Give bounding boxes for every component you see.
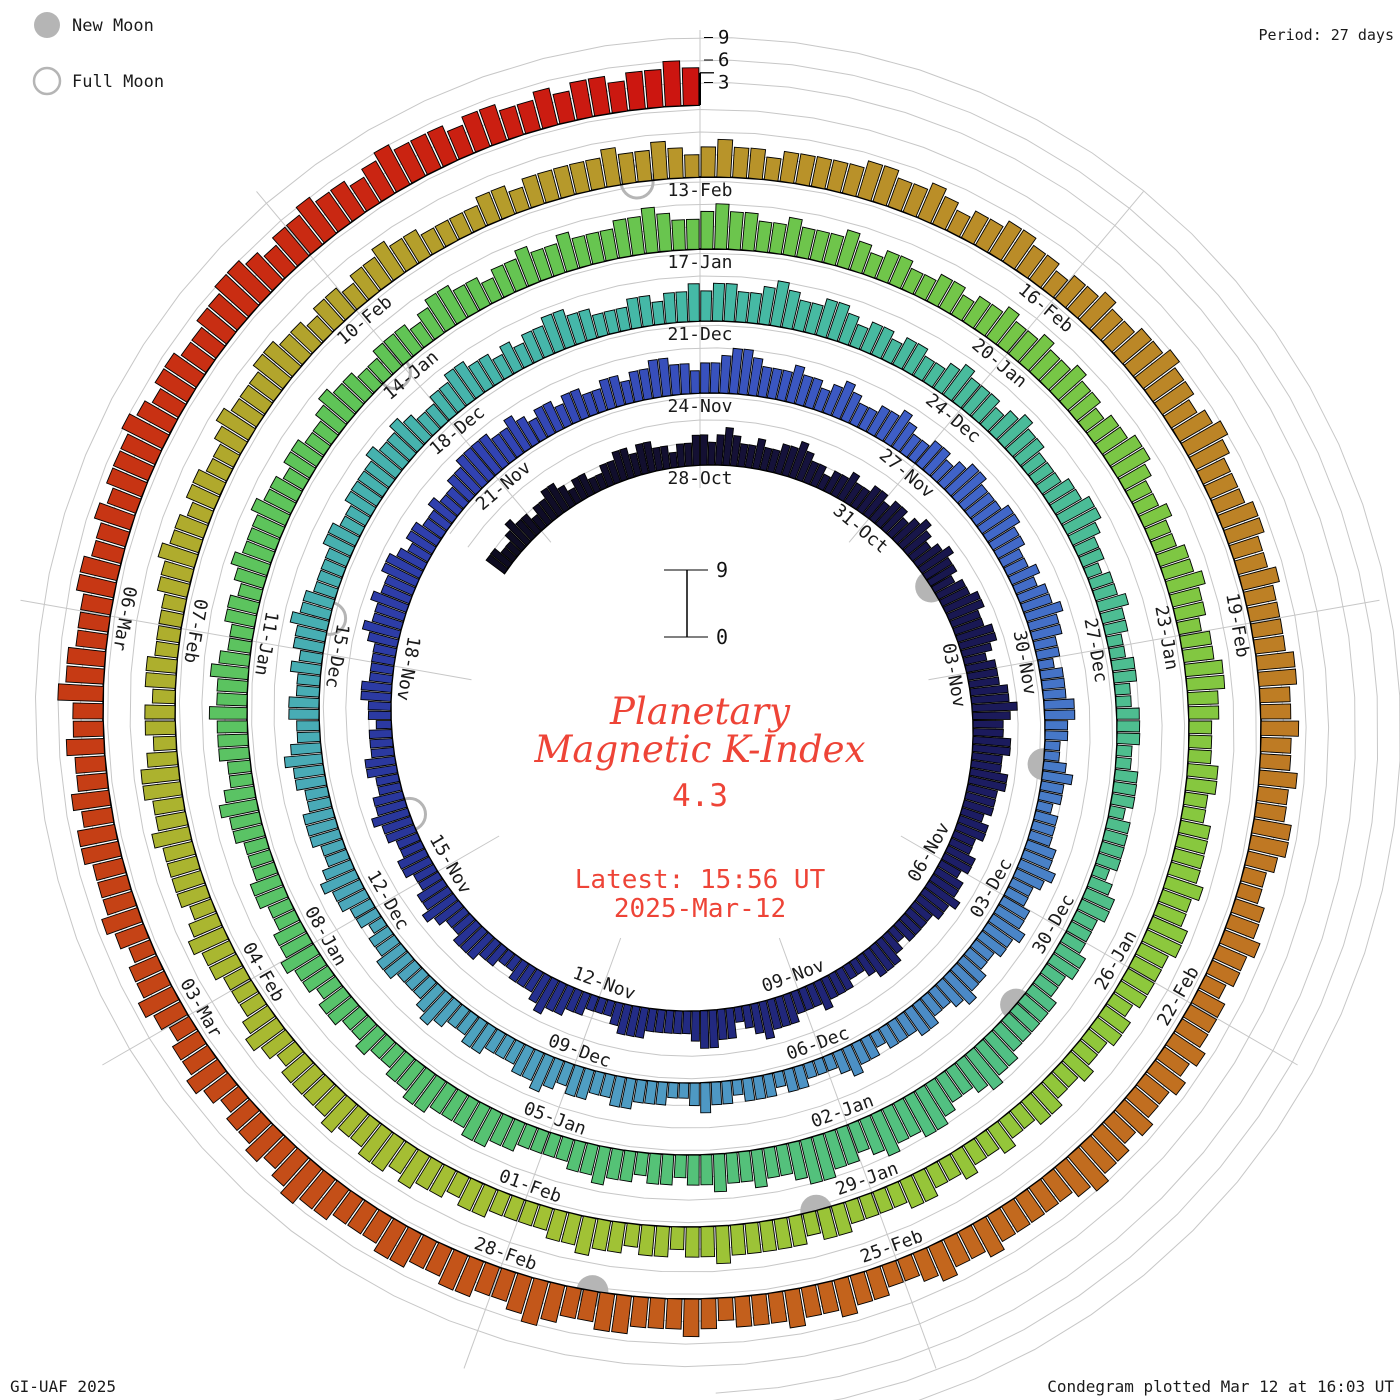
radial-spoke	[102, 835, 500, 1066]
latest-time-label: Latest: 15:56 UT	[575, 865, 826, 895]
k-scale-tick-label: 6	[718, 49, 729, 71]
ring-date-label: 17-Jan	[667, 252, 732, 273]
k-scale-tick-label: 3	[718, 72, 729, 94]
outer-k-scale: 369	[699, 27, 729, 105]
current-k-value: 4.3	[672, 778, 728, 814]
ring-date-label: 24-Nov	[667, 396, 732, 417]
full-moon-legend-label: Full Moon	[72, 72, 164, 92]
center-k-scale: 90	[664, 558, 728, 649]
center-scale-min-label: 0	[716, 625, 728, 649]
credit-label: GI-UAF 2025	[10, 1377, 116, 1396]
grid-lines	[20, 30, 1400, 1400]
plotted-timestamp-label: Condegram plotted Mar 12 at 16:03 UT	[1047, 1377, 1394, 1396]
radial-spoke	[778, 937, 937, 1369]
ring-date-label: 21-Dec	[667, 324, 732, 345]
new-moon-icon	[34, 12, 60, 38]
chart-title-line1: Planetary	[609, 690, 791, 733]
new-moon-legend-label: New Moon	[72, 16, 154, 36]
radial-spoke	[848, 191, 1144, 543]
chart-title-line2: Magnetic K-Index	[534, 728, 866, 771]
ring-date-label: 28-Oct	[667, 468, 732, 489]
full-moon-icon	[32, 66, 62, 96]
radial-spoke	[256, 191, 552, 543]
radial-spoke	[928, 599, 1380, 681]
radial-spoke	[463, 937, 622, 1369]
radial-spoke	[900, 835, 1298, 1066]
period-label: Period: 27 days	[1259, 26, 1394, 44]
kp-bars	[57, 60, 1300, 1338]
center-scale-max-label: 9	[716, 558, 728, 582]
k-scale-tick-label: 9	[718, 27, 729, 49]
radial-spoke	[20, 599, 472, 681]
moon-legend: New Moon Full Moon	[32, 12, 164, 96]
center-title-block: Planetary Magnetic K-Index 4.3 Latest: 1…	[534, 690, 866, 924]
ring-date-label: 13-Feb	[667, 180, 732, 201]
latest-date-label: 2025-Mar-12	[614, 894, 786, 924]
